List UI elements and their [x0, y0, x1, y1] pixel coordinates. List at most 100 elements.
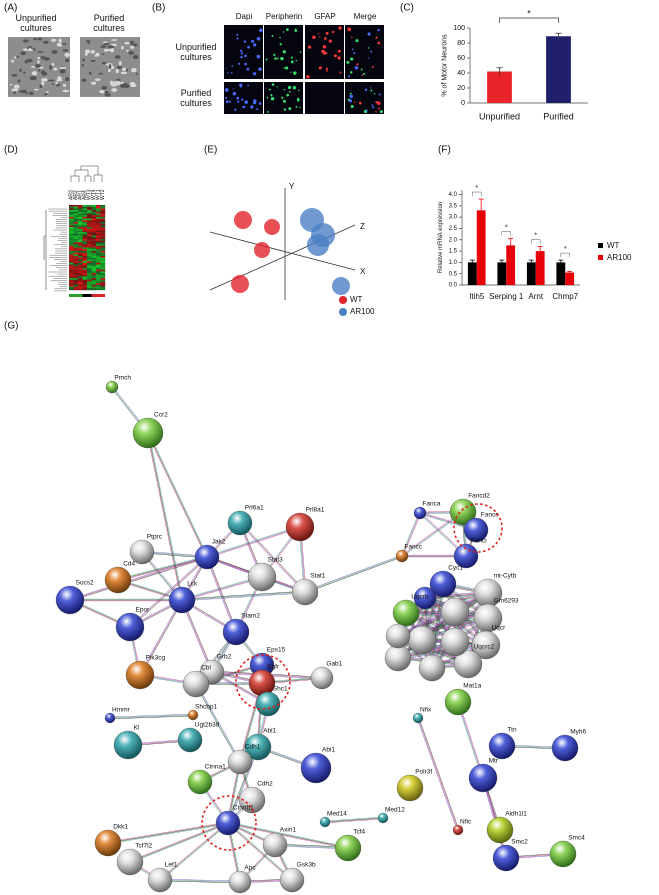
heatmap-cell — [82, 254, 88, 257]
panel-label: (G) — [4, 321, 18, 332]
node — [55, 585, 85, 615]
heatmap-cell — [100, 239, 106, 241]
heatmap-cell — [73, 227, 79, 229]
heatmap-cell — [91, 206, 97, 209]
heatmap-cell — [100, 225, 106, 228]
node-label: Polr3f — [415, 769, 432, 776]
node-label: Smc4 — [568, 835, 585, 842]
heatmap-cell — [87, 208, 92, 211]
cell — [232, 88, 234, 90]
heatmap-cell — [96, 256, 101, 258]
heatmap-cell — [69, 281, 74, 284]
edge — [160, 878, 241, 882]
heatmap-cell — [69, 252, 74, 255]
node-label: Tcf7l2 — [135, 843, 152, 850]
cell — [295, 59, 298, 62]
heatmap-cell — [96, 276, 101, 279]
heatmap-cell — [78, 250, 83, 253]
panel-label: (C) — [400, 3, 414, 14]
sample-bar — [78, 294, 83, 297]
heatmap-cell — [91, 264, 97, 267]
cell — [356, 63, 359, 66]
heatmap-cell — [82, 205, 88, 207]
heatmap-cell — [87, 230, 92, 233]
edge — [228, 822, 293, 880]
axis-label: X — [360, 267, 366, 276]
cell — [322, 51, 327, 55]
cell — [103, 42, 110, 46]
micrograph — [264, 82, 303, 114]
cell — [290, 60, 294, 64]
cell — [44, 57, 50, 62]
cell — [347, 27, 351, 32]
node — [377, 812, 389, 824]
cell — [88, 71, 92, 75]
cell — [228, 100, 231, 103]
cell — [370, 89, 373, 92]
heatmap-cell — [73, 262, 79, 265]
cell — [253, 43, 257, 47]
heatmap-cell — [96, 249, 101, 252]
heatmap-cell — [73, 223, 79, 226]
heatmap-cell — [73, 247, 79, 250]
cell — [59, 66, 67, 70]
cell — [375, 36, 378, 39]
legend-label: AR100 — [350, 307, 375, 316]
node — [385, 623, 411, 649]
node — [262, 832, 288, 858]
dendrogram — [70, 165, 103, 182]
cell — [58, 38, 62, 43]
node-label: Ptprc — [147, 534, 163, 541]
node-label: Stat3 — [268, 557, 284, 564]
cell — [120, 81, 125, 84]
cell — [22, 39, 29, 43]
heatmap-cell — [73, 281, 79, 284]
sample-label: WT1 — [96, 189, 102, 200]
cell — [240, 52, 244, 55]
heatmap-cell — [69, 215, 74, 218]
heatmap-cell — [73, 250, 79, 253]
heatmap-cell — [96, 279, 101, 282]
column-label: Merge — [354, 12, 377, 21]
y-tick-label: 1.5 — [449, 249, 458, 255]
node — [255, 691, 281, 717]
heatmap-cell — [73, 244, 79, 246]
heatmap-cell — [78, 271, 83, 274]
heatmap-cell — [87, 254, 92, 257]
cell — [109, 80, 113, 85]
heatmap-cell — [87, 242, 92, 245]
cell — [135, 72, 138, 75]
highlight-ring — [201, 795, 257, 851]
heatmap-cell — [69, 242, 74, 245]
heatmap-cell — [91, 225, 97, 228]
node — [429, 570, 457, 598]
edge — [107, 821, 228, 843]
heatmap-cell — [100, 228, 106, 231]
edge — [400, 512, 420, 556]
heatmap-cell — [69, 288, 74, 291]
heatmap-cell — [78, 242, 83, 245]
cell — [279, 43, 282, 46]
heatmap-cell — [91, 237, 97, 240]
annotation: * — [505, 224, 508, 231]
cell — [243, 40, 247, 43]
node — [279, 867, 305, 893]
heatmap-cell — [91, 223, 97, 226]
node-label: Cdh1 — [245, 744, 261, 751]
cell — [32, 37, 38, 41]
panel-label: (B) — [152, 3, 165, 14]
heatmap-cell — [73, 213, 79, 216]
heatmap-cell — [82, 237, 88, 240]
node-label: Fanci — [471, 538, 487, 545]
heatmap-cell — [87, 244, 92, 246]
sample-label: AR4 — [82, 190, 88, 200]
cell — [286, 93, 289, 97]
heatmap-cell — [100, 266, 106, 269]
heatmap-cell — [82, 283, 88, 286]
cell — [104, 48, 108, 52]
row-label: Purified cultures — [180, 88, 212, 108]
cell — [19, 68, 22, 72]
heatmap-cell — [69, 225, 74, 228]
panel-label: (F) — [438, 145, 451, 156]
cell — [322, 45, 327, 49]
